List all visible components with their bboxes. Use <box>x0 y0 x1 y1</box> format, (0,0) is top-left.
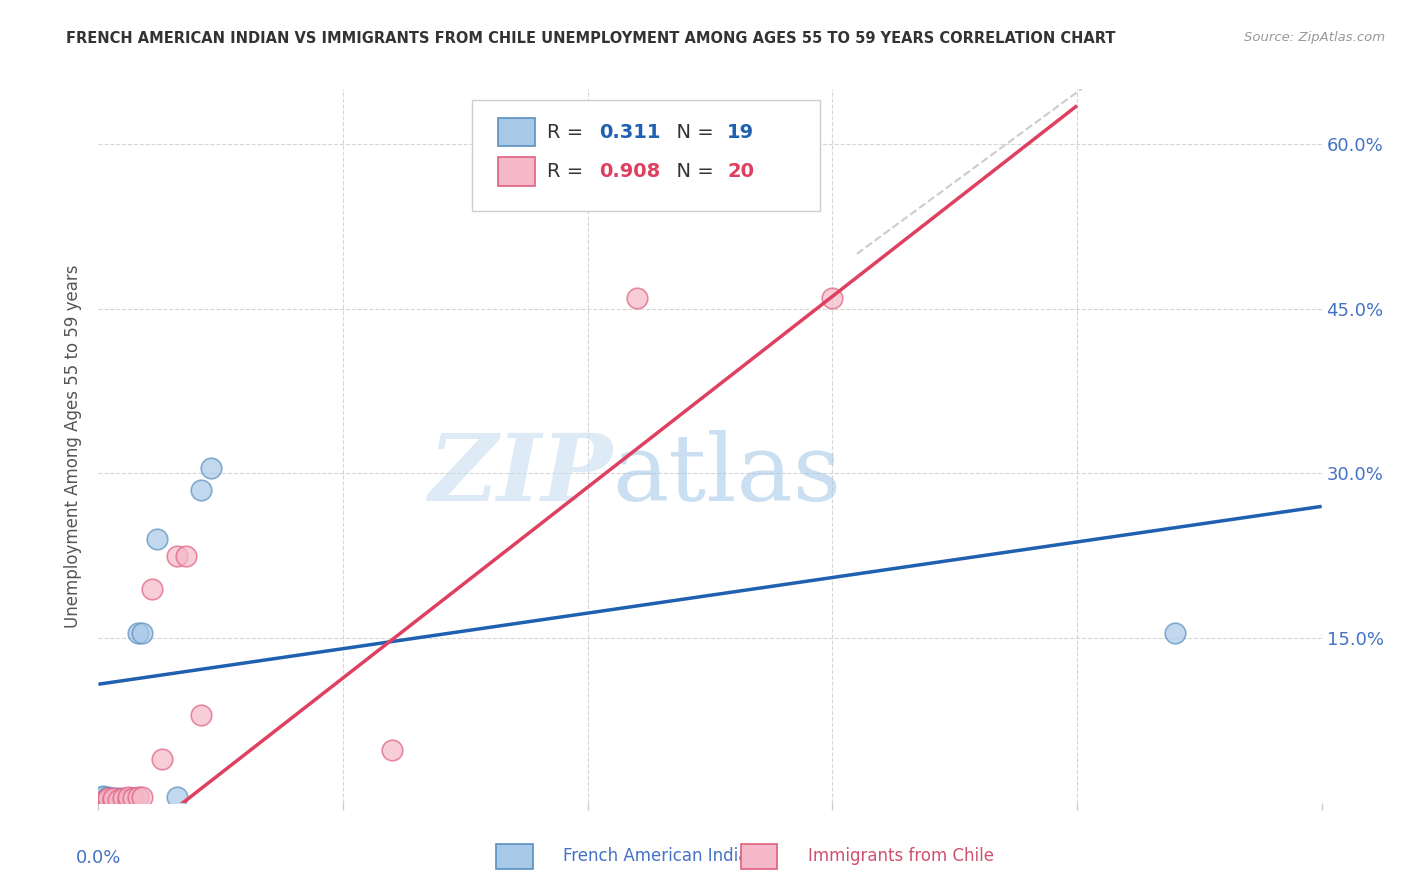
Point <box>91 789 114 804</box>
Y-axis label: Unemployment Among Ages 55 to 59 years: Unemployment Among Ages 55 to 59 years <box>65 264 83 628</box>
Text: R =: R = <box>547 122 591 142</box>
Point <box>200 461 222 475</box>
Text: ZIP: ZIP <box>427 430 612 519</box>
Point <box>97 792 120 806</box>
Text: 0.0%: 0.0% <box>76 849 121 867</box>
Point <box>166 790 188 805</box>
Point <box>141 582 163 596</box>
Point <box>111 794 134 808</box>
Point <box>131 625 153 640</box>
Point <box>131 790 153 805</box>
Point <box>97 790 120 805</box>
Text: R =: R = <box>547 161 591 181</box>
Point <box>821 291 844 305</box>
Point <box>117 790 139 805</box>
FancyBboxPatch shape <box>496 844 533 869</box>
Point <box>146 533 169 547</box>
Point <box>127 625 149 640</box>
Point <box>107 791 129 805</box>
Text: 20: 20 <box>727 161 754 181</box>
Point <box>626 291 648 305</box>
Point <box>190 483 212 497</box>
Point <box>101 791 124 805</box>
Point <box>97 791 120 805</box>
Point <box>121 791 143 805</box>
Point <box>111 792 134 806</box>
Point <box>101 792 124 806</box>
Text: Source: ZipAtlas.com: Source: ZipAtlas.com <box>1244 31 1385 45</box>
FancyBboxPatch shape <box>471 100 820 211</box>
Point <box>381 743 404 757</box>
Point <box>121 791 143 805</box>
Point <box>166 549 188 563</box>
Text: FRENCH AMERICAN INDIAN VS IMMIGRANTS FROM CHILE UNEMPLOYMENT AMONG AGES 55 TO 59: FRENCH AMERICAN INDIAN VS IMMIGRANTS FRO… <box>66 31 1115 46</box>
Text: atlas: atlas <box>612 430 841 519</box>
Point <box>97 791 120 805</box>
Point <box>101 792 124 806</box>
Point <box>176 549 198 563</box>
Point <box>150 752 173 766</box>
Text: Immigrants from Chile: Immigrants from Chile <box>808 847 994 865</box>
Text: N =: N = <box>664 161 720 181</box>
Point <box>117 792 139 806</box>
FancyBboxPatch shape <box>741 844 778 869</box>
Point <box>1164 625 1187 640</box>
Text: N =: N = <box>664 122 720 142</box>
Point <box>190 708 212 723</box>
Point <box>107 792 129 806</box>
FancyBboxPatch shape <box>498 118 536 146</box>
Text: 19: 19 <box>727 122 754 142</box>
Point <box>91 790 114 805</box>
Text: 0.908: 0.908 <box>599 161 659 181</box>
Text: 0.311: 0.311 <box>599 122 661 142</box>
Point <box>111 791 134 805</box>
Point <box>101 791 124 805</box>
FancyBboxPatch shape <box>498 157 536 186</box>
Point <box>117 792 139 806</box>
Point <box>107 792 129 806</box>
Text: French American Indians: French American Indians <box>564 847 768 865</box>
Point <box>91 794 114 808</box>
Point <box>127 790 149 805</box>
